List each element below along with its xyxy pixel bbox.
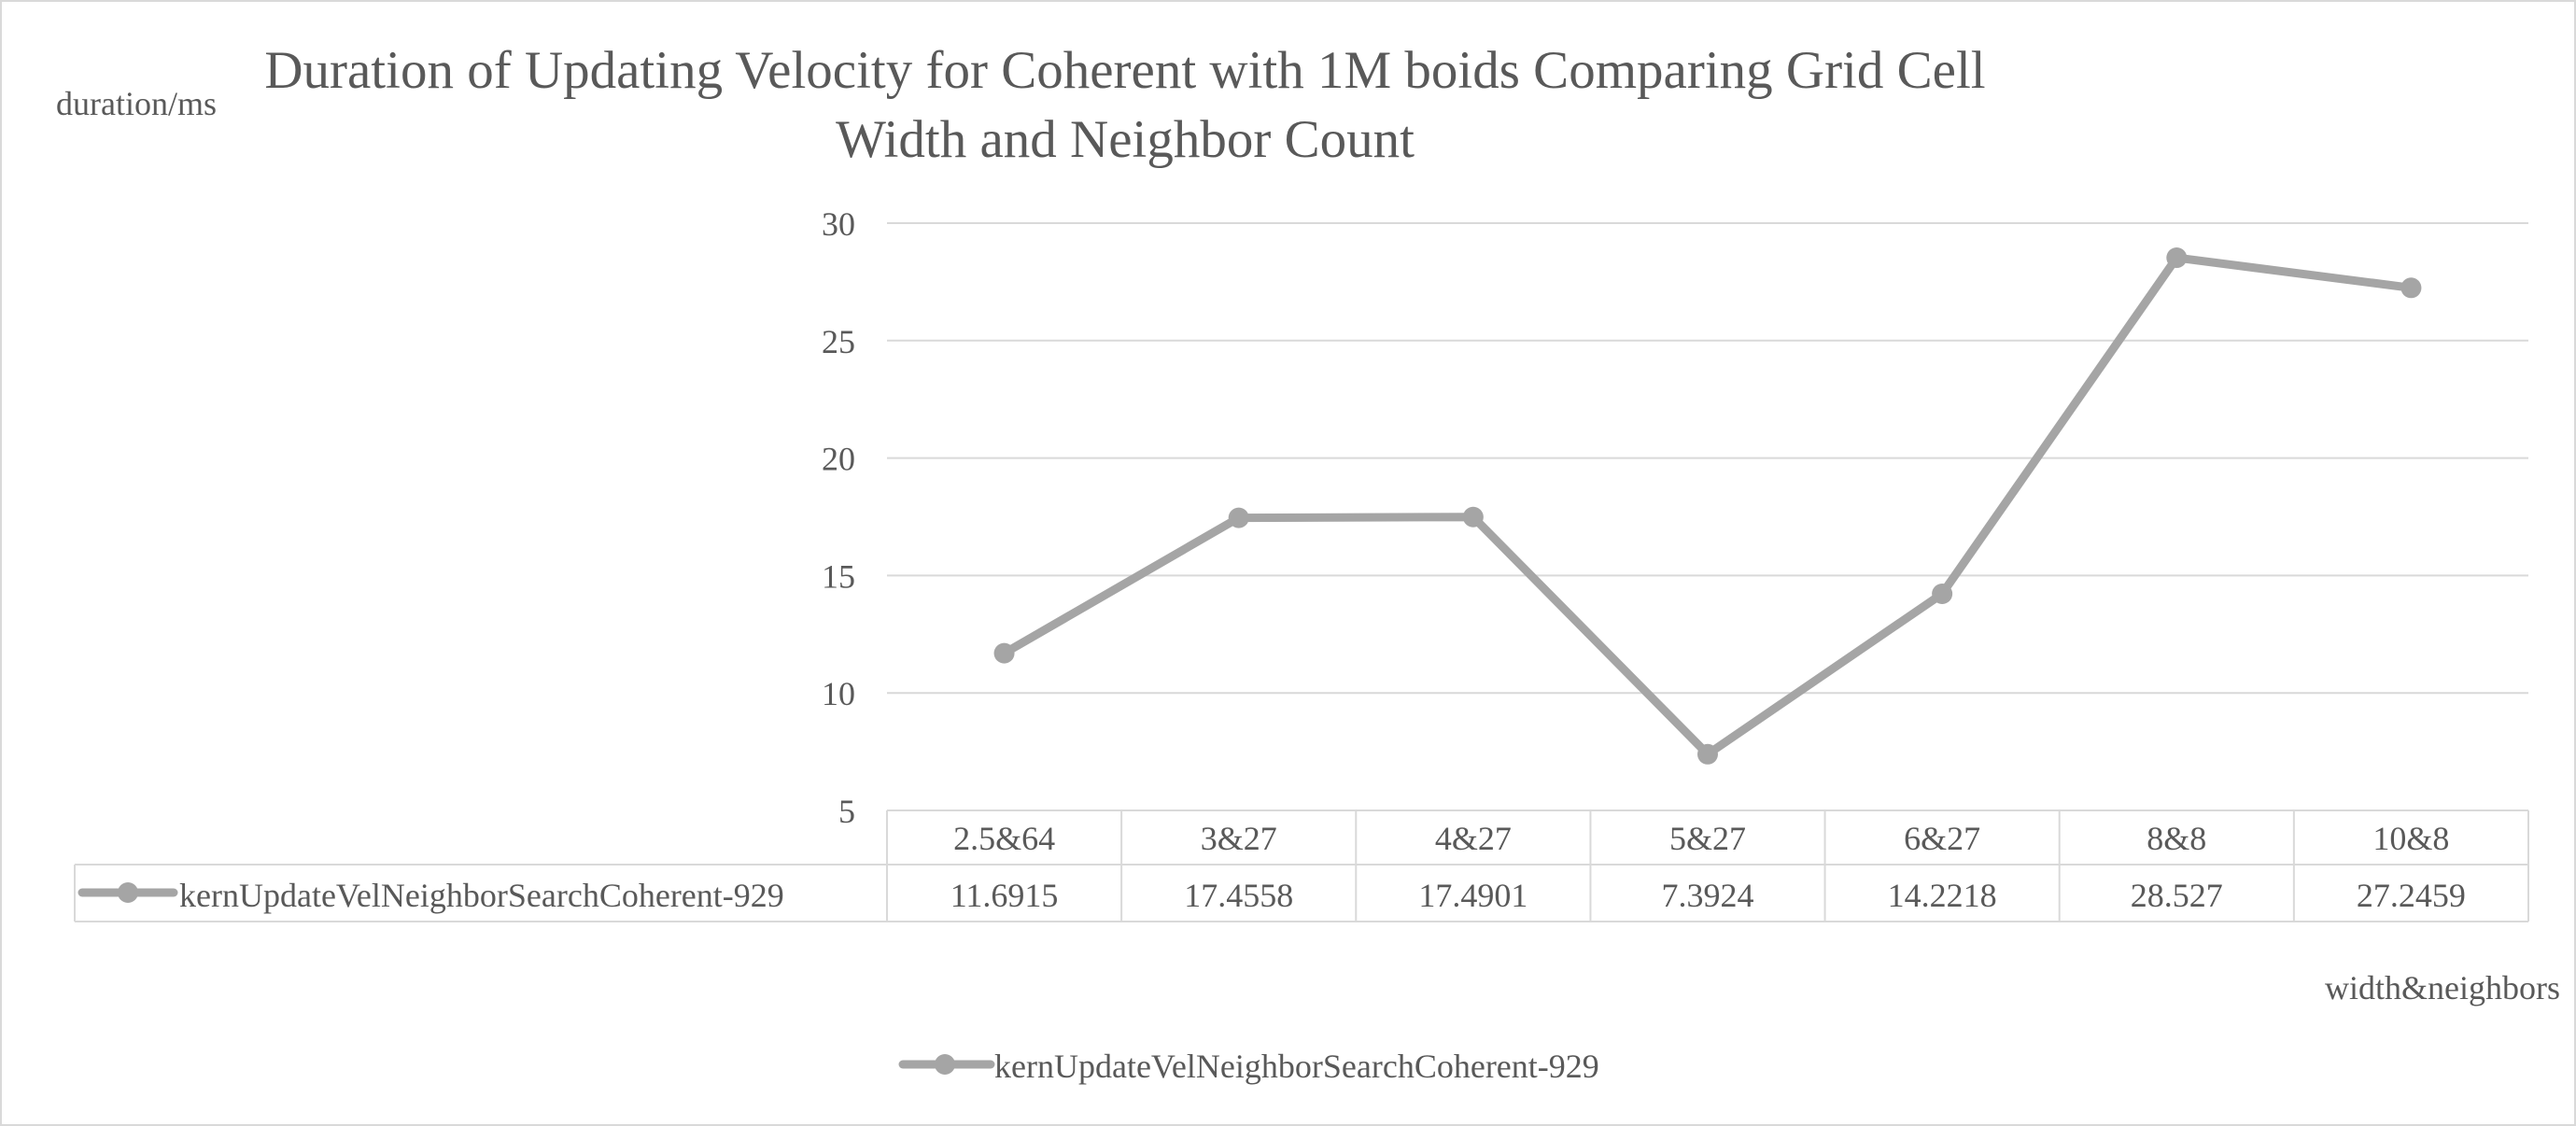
data-point bbox=[2166, 247, 2188, 269]
chart-title-line: Duration of Updating Velocity for Cohere… bbox=[264, 41, 1985, 100]
data-point bbox=[1697, 743, 1718, 765]
y-tick-label: 10 bbox=[822, 675, 855, 712]
table-series-name: kernUpdateVelNeighborSearchCoherent-929 bbox=[179, 877, 784, 914]
x-tick-label: 4&27 bbox=[1435, 820, 1512, 857]
y-tick-label: 30 bbox=[822, 205, 855, 243]
x-tick-label: 3&27 bbox=[1201, 820, 1277, 857]
chart-title: Duration of Updating Velocity for Cohere… bbox=[264, 41, 1985, 169]
x-tick-label: 8&8 bbox=[2147, 820, 2206, 857]
legend-label: kernUpdateVelNeighborSearchCoherent-929 bbox=[994, 1048, 1599, 1085]
x-tick-label: 6&27 bbox=[1904, 820, 1980, 857]
data-table-value: 14.2218 bbox=[1888, 877, 1997, 914]
series-line bbox=[1000, 253, 2415, 759]
chart-title-line: Width and Neighbor Count bbox=[836, 110, 1415, 169]
y-axis-ticks: 5 10 15 20 25 30 bbox=[822, 205, 855, 830]
data-table-value: 28.527 bbox=[2131, 877, 2223, 914]
y-tick-label: 5 bbox=[838, 793, 855, 830]
x-tick-label: 10&8 bbox=[2372, 820, 2449, 857]
table-legend-key-marker bbox=[118, 882, 138, 903]
data-table: 2.5&64 3&27 4&27 5&27 6&27 8&8 10&8 11.6915 17.4… bbox=[74, 809, 2529, 922]
data-point bbox=[2400, 277, 2422, 299]
data-point bbox=[993, 642, 1015, 664]
y-tick-label: 20 bbox=[822, 441, 855, 478]
data-table-value: 7.3924 bbox=[1662, 877, 1754, 914]
legend: kernUpdateVelNeighborSearchCoherent-929 bbox=[898, 1048, 1599, 1085]
gridlines bbox=[887, 222, 2528, 695]
data-point bbox=[1228, 507, 1249, 528]
legend-key-marker bbox=[935, 1054, 955, 1075]
series-line-group bbox=[993, 247, 2422, 765]
y-axis-label: duration/ms bbox=[56, 85, 217, 122]
data-point bbox=[1932, 583, 1953, 604]
data-table-value: 27.2459 bbox=[2357, 877, 2466, 914]
x-tick-label: 2.5&64 bbox=[953, 820, 1055, 857]
y-tick-label: 15 bbox=[822, 557, 855, 595]
x-tick-label: 5&27 bbox=[1669, 820, 1746, 857]
data-point bbox=[1462, 506, 1484, 528]
data-table-value: 17.4558 bbox=[1184, 877, 1293, 914]
data-table-value: 17.4901 bbox=[1418, 877, 1527, 914]
x-axis-label: width&neighbors bbox=[2325, 969, 2560, 1006]
data-table-value: 11.6915 bbox=[950, 877, 1059, 914]
y-tick-label: 25 bbox=[822, 323, 855, 360]
